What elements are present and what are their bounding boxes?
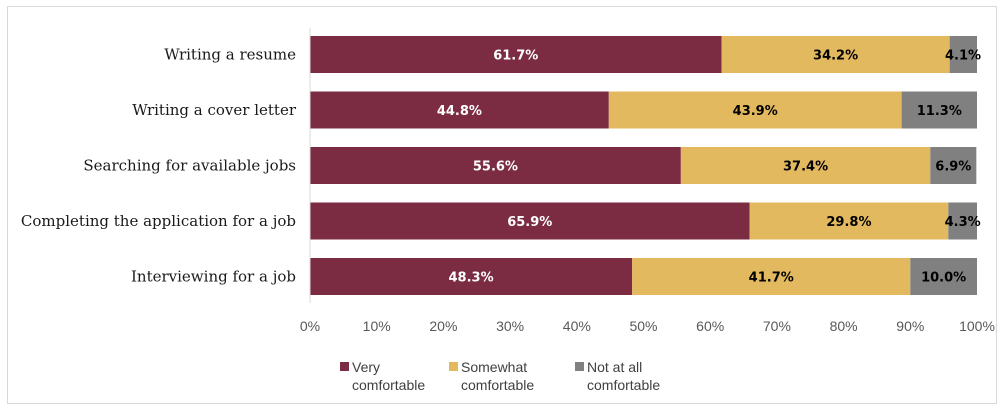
bar-not-at-all-comfortable-writing-a-resume — [949, 36, 977, 73]
legend-label-not-at-all-comfortable-line-1: comfortable — [587, 377, 660, 393]
bar-very-comfortable-interviewing-for-a-job — [310, 258, 633, 295]
bar-very-comfortable-completing-the-application-for-a-job — [310, 202, 750, 240]
bar-somewhat-comfortable-writing-a-resume — [721, 36, 950, 73]
data-label-not-at-all-comfortable-writing-a-resume: 4.1% — [945, 49, 981, 64]
category-labels: Writing a resume Writing a cover letter Se… — [21, 46, 297, 286]
x-tick-label-3: 30% — [496, 318, 524, 334]
data-label-very-comfortable-searching-for-available-jobs: 55.6% — [473, 160, 518, 175]
data-label-very-comfortable-completing-the-application-for-a-job: 65.9% — [507, 215, 552, 230]
bar-not-at-all-comfortable-completing-the-application-for-a-job — [948, 202, 977, 240]
bar-very-comfortable-writing-a-resume — [310, 36, 722, 73]
legend: Very comfortable Somewhat comfortable Not at… — [340, 359, 660, 393]
category-label-interviewing-for-a-job: Interviewing for a job — [131, 268, 296, 286]
legend-label-somewhat-comfortable-line-1: comfortable — [461, 377, 534, 393]
data-label-somewhat-comfortable-writing-a-cover-letter: 43.9% — [733, 104, 778, 119]
bar-very-comfortable-searching-for-available-jobs — [310, 147, 681, 184]
data-label-very-comfortable-interviewing-for-a-job: 48.3% — [449, 271, 494, 286]
x-tick-label-4: 40% — [563, 318, 591, 334]
bar-not-at-all-comfortable-searching-for-available-jobs — [930, 147, 977, 184]
x-tick-label-2: 20% — [429, 318, 457, 334]
bar-not-at-all-comfortable-interviewing-for-a-job — [910, 258, 977, 295]
x-tick-label-5: 50% — [629, 318, 657, 334]
legend-label-very-comfortable-line-1: comfortable — [352, 377, 425, 393]
category-label-writing-a-resume: Writing a resume — [164, 46, 296, 64]
bar-somewhat-comfortable-interviewing-for-a-job — [632, 258, 911, 295]
bars-group: 61.7% 34.2% 4.1% 44.8% 43.9% 11.3% 55.6% 37.4% 6… — [310, 36, 981, 295]
legend-label-very-comfortable-line-0: Very — [352, 359, 380, 375]
bar-somewhat-comfortable-completing-the-application-for-a-job — [749, 202, 949, 240]
category-label-completing-the-application-for-a-job: Completing the application for a job — [21, 212, 296, 230]
bar-somewhat-comfortable-writing-a-cover-letter — [608, 91, 902, 129]
data-label-somewhat-comfortable-searching-for-available-jobs: 37.4% — [783, 160, 828, 175]
bar-very-comfortable-writing-a-cover-letter — [310, 91, 609, 129]
data-label-somewhat-comfortable-interviewing-for-a-job: 41.7% — [749, 271, 794, 286]
data-label-not-at-all-comfortable-writing-a-cover-letter: 11.3% — [917, 104, 962, 119]
data-label-somewhat-comfortable-completing-the-application-for-a-job: 29.8% — [826, 215, 871, 230]
bar-not-at-all-comfortable-writing-a-cover-letter — [901, 91, 977, 129]
x-tick-label-7: 70% — [763, 318, 791, 334]
category-label-searching-for-available-jobs: Searching for available jobs — [83, 157, 296, 175]
data-label-very-comfortable-writing-a-resume: 61.7% — [493, 49, 538, 64]
legend-label-not-at-all-comfortable-line-0: Not at all — [587, 359, 642, 375]
x-tick-label-10: 100% — [959, 318, 995, 334]
x-tick-label-8: 80% — [830, 318, 858, 334]
legend-label-somewhat-comfortable-line-0: Somewhat — [461, 359, 527, 375]
x-tick-label-0: 0% — [300, 318, 320, 334]
x-tick-label-6: 60% — [696, 318, 724, 334]
category-label-writing-a-cover-letter: Writing a cover letter — [132, 101, 297, 119]
legend-swatch-somewhat-comfortable — [449, 362, 458, 371]
data-label-not-at-all-comfortable-searching-for-available-jobs: 6.9% — [935, 160, 971, 175]
data-label-not-at-all-comfortable-interviewing-for-a-job: 10.0% — [921, 271, 966, 286]
legend-swatch-not-at-all-comfortable — [575, 362, 584, 371]
legend-swatch-very-comfortable — [340, 362, 349, 371]
x-tick-label-9: 90% — [896, 318, 924, 334]
data-label-not-at-all-comfortable-completing-the-application-for-a-job: 4.3% — [945, 215, 981, 230]
x-tick-label-1: 10% — [363, 318, 391, 334]
data-label-somewhat-comfortable-writing-a-resume: 34.2% — [813, 49, 858, 64]
bar-somewhat-comfortable-searching-for-available-jobs — [680, 147, 931, 184]
x-axis: 0% 10% 20% 30% 40% 50% 60% 70% 80% 90% 100% — [300, 28, 995, 334]
data-label-very-comfortable-writing-a-cover-letter: 44.8% — [437, 104, 482, 119]
